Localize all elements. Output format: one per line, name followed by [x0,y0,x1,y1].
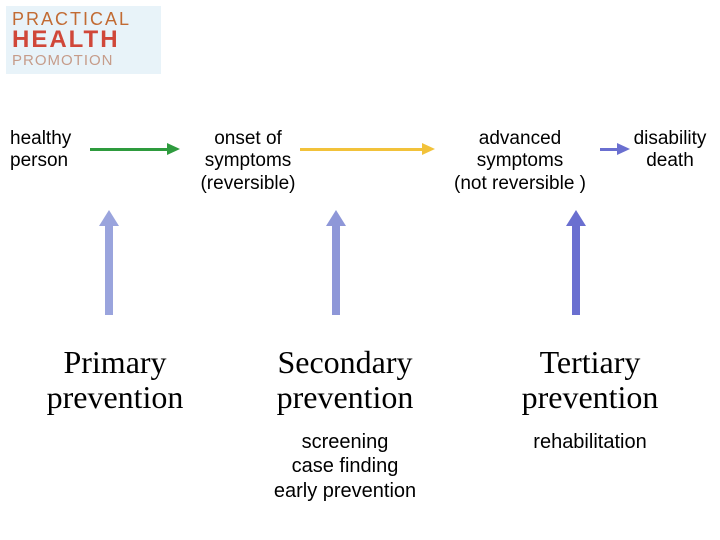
timeline-stage-label: disability death [620,128,720,173]
logo-line-promotion: PROMOTION [12,53,155,68]
diagram-canvas: PRACTICAL HEALTH PROMOTION healthy perso… [0,0,720,540]
logo-line-health: HEALTH [12,28,155,52]
timeline-stage-label: advanced symptoms (not reversible ) [430,128,610,195]
prevention-title: Tertiary prevention [480,345,700,415]
timeline-stage-label: onset of symptoms (reversible) [178,128,318,195]
prevention-subtext: rehabilitation [480,430,700,454]
logo-box: PRACTICAL HEALTH PROMOTION [6,6,161,74]
prevention-title: Secondary prevention [230,345,460,415]
prevention-title: Primary prevention [10,345,220,415]
prevention-subtext: screening case finding early prevention [230,430,460,503]
